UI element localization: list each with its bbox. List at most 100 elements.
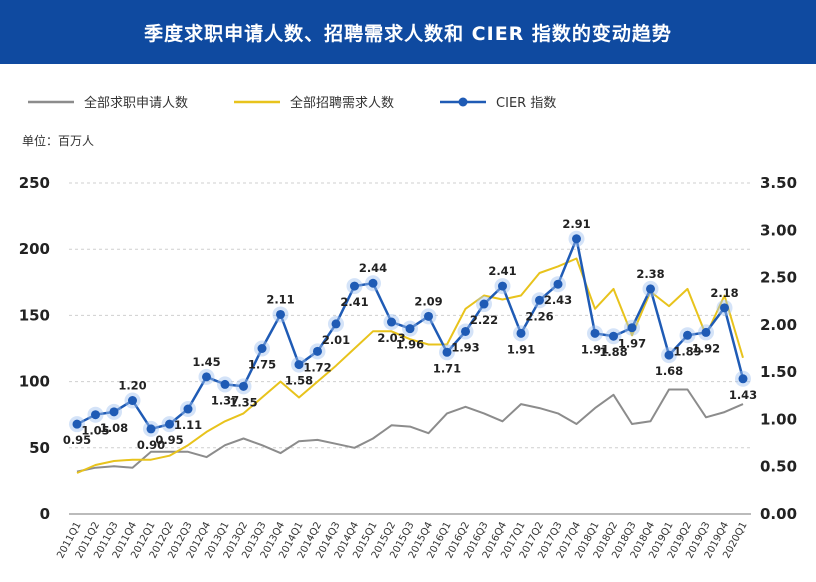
cier-marker [368, 278, 378, 288]
cier-marker [350, 281, 359, 291]
cier-data-label: 1.35 [229, 395, 257, 409]
cier-data-label: 2.44 [359, 261, 387, 275]
cier-data-label: 1.58 [285, 374, 313, 388]
cier-marker [405, 324, 415, 334]
cier-data-label: 2.41 [488, 264, 516, 278]
cier-marker [165, 419, 174, 429]
cier-data-label: 1.97 [618, 337, 646, 351]
legend-line-cier [440, 97, 487, 106]
cier-marker [128, 396, 137, 406]
cier-marker [720, 303, 729, 313]
y-right-tick-label: 1.50 [760, 363, 797, 381]
cier-data-label: 0.95 [155, 433, 183, 447]
cier-data-label: 1.93 [451, 340, 479, 354]
cier-marker [146, 424, 156, 434]
y-left-tick-label: 0 [40, 505, 50, 523]
series-line-applicants [76, 388, 744, 473]
cier-marker [183, 404, 193, 414]
y-right-tick-label: 2.50 [760, 269, 797, 287]
cier-marker [91, 410, 100, 420]
cier-marker [590, 328, 600, 338]
y-right-tick-label: 2.00 [760, 316, 797, 334]
cier-marker [109, 407, 119, 417]
cier-data-label: 0.90 [137, 438, 165, 452]
cier-marker [479, 299, 489, 309]
cier-data-label: 1.71 [433, 361, 461, 375]
cier-data-label: 1.20 [118, 379, 146, 393]
cier-data-label: 1.89 [673, 344, 701, 358]
cier-data-label: 1.91 [507, 342, 535, 356]
cier-data-label: 2.09 [414, 294, 442, 308]
cier-data-label: 1.91 [581, 342, 609, 356]
cier-marker [498, 281, 507, 291]
y-left-tick-label: 150 [19, 306, 50, 324]
chart-title: 季度求职申请人数、招聘需求人数和 CIER 指数的变动趋势 [144, 22, 672, 45]
unit-label: 单位：百万人 [22, 134, 95, 148]
cier-marker [738, 374, 748, 384]
y-left-tick-label: 100 [19, 373, 50, 391]
series-line-demand [76, 257, 744, 474]
chart-title-banner: 季度求职申请人数、招聘需求人数和 CIER 指数的变动趋势 [0, 0, 816, 64]
cier-data-label: 1.45 [192, 355, 220, 369]
cier-data-label: 2.38 [636, 267, 664, 281]
legend-item-cier: CIER 指数 [440, 92, 556, 111]
cier-marker [516, 328, 526, 338]
cier-marker [202, 372, 211, 382]
cier-marker [646, 284, 655, 294]
cier-data-label: 2.41 [340, 295, 368, 309]
cier-marker [387, 317, 396, 327]
legend: 全部求职申请人数 全部招聘需求人数 CIER 指数 [28, 92, 602, 111]
cier-data-label: 1.75 [248, 358, 276, 372]
legend-label-applicants: 全部求职申请人数 [84, 96, 189, 111]
cier-data-label: 1.92 [692, 341, 720, 355]
cier-marker [220, 379, 230, 389]
cier-marker [664, 350, 674, 360]
legend-item-applicants: 全部求职申请人数 [28, 92, 188, 111]
cier-marker [276, 309, 285, 319]
cier-data-label: 2.11 [266, 292, 294, 306]
cier-marker [424, 311, 433, 321]
cier-marker [609, 331, 618, 341]
y-right-tick-label: 3.50 [760, 174, 797, 192]
cier-data-label: 2.01 [322, 333, 350, 347]
cier-data-label: 2.43 [544, 293, 572, 307]
y-right-tick-label: 0.00 [760, 505, 797, 523]
cier-marker [683, 330, 692, 340]
cier-data-label: 1.11 [174, 418, 202, 432]
y-left-tick-label: 250 [19, 174, 50, 192]
y-left-tick-label: 50 [29, 439, 50, 457]
y-right-tick-label: 1.00 [760, 410, 797, 428]
cier-data-label: 1.68 [655, 364, 683, 378]
cier-marker [331, 319, 341, 329]
y-left-tick-label: 200 [19, 240, 50, 258]
legend-item-demand: 全部招聘需求人数 [234, 92, 394, 111]
cier-data-label: 1.88 [599, 345, 627, 359]
cier-marker [239, 381, 248, 391]
cier-marker [461, 326, 470, 336]
cier-marker [627, 323, 637, 333]
cier-data-label: 1.37 [211, 393, 239, 407]
cier-data-label: 2.22 [470, 313, 498, 327]
cier-data-label: 2.03 [377, 331, 405, 345]
cier-data-label: 1.72 [303, 360, 331, 374]
cier-data-label: 1.08 [100, 421, 128, 435]
cier-marker [294, 360, 304, 370]
cier-marker [72, 419, 82, 429]
legend-label-cier: CIER 指数 [496, 96, 557, 111]
cier-data-label: 1.43 [729, 388, 757, 402]
cier-data-label: 0.95 [63, 433, 91, 447]
legend-line-demand [234, 100, 281, 103]
cier-marker [442, 347, 452, 357]
cier-marker [257, 344, 267, 353]
cier-data-label: 2.91 [562, 217, 590, 231]
y-right-tick-label: 3.00 [760, 221, 797, 239]
cier-data-label: 2.26 [525, 309, 553, 323]
cier-marker [313, 346, 322, 356]
cier-data-label: 2.18 [710, 286, 738, 300]
cier-data-label: 1.96 [396, 338, 424, 352]
cier-marker [701, 327, 711, 337]
cier-data-label: 1.05 [81, 424, 109, 438]
cier-marker [572, 234, 581, 244]
legend-line-applicants [28, 100, 74, 103]
